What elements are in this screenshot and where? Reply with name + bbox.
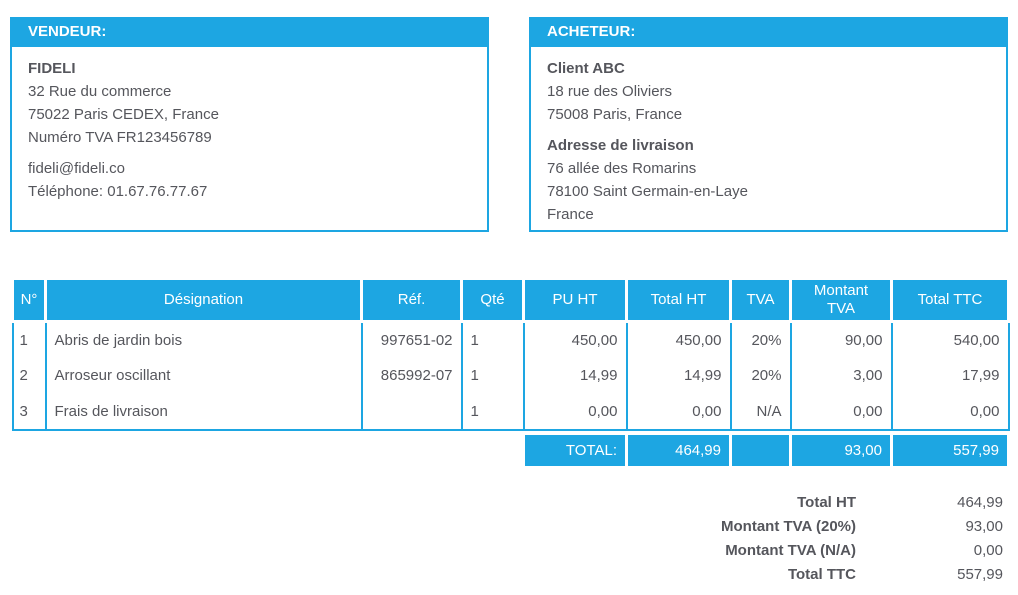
total-ht-value: 464,99 [625, 432, 732, 469]
summary-value: 93,00 [965, 518, 1003, 535]
col-header-total-ttc: Total TTC [890, 277, 1010, 323]
cell-total-ttc: 0,00 [890, 393, 1010, 431]
cell-montant-tva: 90,00 [789, 321, 893, 358]
buyer-address-line: 75008 Paris, France [547, 106, 683, 123]
vendor-details: FIDELI 32 Rue du commerce 75022 Paris CE… [12, 47, 487, 203]
table-header-row: N° Désignation Réf. Qté PU HT Total HT T… [11, 277, 1010, 323]
table-total-row: TOTAL: 464,99 93,00 557,99 [12, 432, 1010, 469]
summary-value: 464,99 [957, 494, 1003, 511]
totals-summary: Total HT 464,99 Montant TVA (20%) 93,00 … [0, 491, 1018, 587]
summary-line-total-ttc: Total TTC 557,99 [0, 563, 1003, 587]
cell-unit-price: 450,00 [522, 321, 628, 358]
cell-total-ht: 14,99 [625, 357, 732, 394]
vendor-box: VENDEUR: FIDELI 32 Rue du commerce 75022… [10, 17, 489, 232]
buyer-address-block: Client ABC 18 rue des Oliviers 75008 Par… [547, 57, 990, 126]
cell-quantity: 1 [460, 321, 525, 358]
vendor-address-line: 32 Rue du commerce [28, 83, 172, 100]
summary-line-total-ht: Total HT 464,99 [0, 491, 1003, 515]
cell-montant-tva: 3,00 [789, 357, 893, 394]
table-row: 2 Arroseur oscillant 865992-07 1 14,99 1… [11, 357, 1010, 394]
col-header-designation: Désignation [44, 277, 363, 323]
col-header-quantity: Qté [460, 277, 525, 323]
cell-number: 2 [11, 357, 47, 394]
col-header-tva: TVA [729, 277, 792, 323]
cell-unit-price: 14,99 [522, 357, 628, 394]
invoice-items-table: N° Désignation Réf. Qté PU HT Total HT T… [11, 277, 1010, 469]
summary-label: Total HT [797, 494, 856, 511]
summary-value: 557,99 [957, 566, 1003, 583]
cell-tva: 20% [729, 357, 792, 394]
cell-total-ht: 450,00 [625, 321, 732, 358]
delivery-address-block: Adresse de livraison 76 allée des Romari… [547, 134, 990, 226]
vendor-header: VENDEUR: [10, 17, 489, 47]
total-ttc-value: 557,99 [890, 432, 1010, 469]
total-blank-cell [12, 433, 524, 468]
vendor-vat-number: Numéro TVA FR123456789 [28, 129, 212, 146]
parties-section: VENDEUR: FIDELI 32 Rue du commerce 75022… [0, 0, 1018, 232]
col-header-number: N° [11, 277, 47, 323]
summary-value: 0,00 [973, 542, 1003, 559]
summary-label: Montant TVA (N/A) [725, 542, 856, 559]
cell-reference: 865992-07 [360, 357, 463, 394]
table-gap-row [12, 429, 1009, 434]
delivery-address-line: 78100 Saint Germain-en-Laye [547, 183, 748, 200]
col-header-montant-tva: Montant TVA [789, 277, 893, 323]
summary-line-montant-tva-na: Montant TVA (N/A) 0,00 [0, 539, 1003, 563]
cell-designation: Arroseur oscillant [44, 357, 363, 394]
cell-total-ttc: 540,00 [890, 321, 1010, 358]
cell-tva: 20% [729, 321, 792, 358]
vendor-address-line: 75022 Paris CEDEX, France [28, 106, 219, 123]
cell-total-ht: 0,00 [625, 393, 732, 431]
col-header-reference: Réf. [360, 277, 463, 323]
buyer-header: ACHETEUR: [529, 17, 1008, 47]
buyer-address-line: 18 rue des Oliviers [547, 83, 673, 100]
table-row: 3 Frais de livraison 1 0,00 0,00 N/A 0,0… [11, 393, 1010, 431]
cell-quantity: 1 [460, 393, 525, 431]
buyer-details: Client ABC 18 rue des Oliviers 75008 Par… [531, 47, 1006, 226]
cell-tva: N/A [729, 393, 792, 431]
buyer-box: ACHETEUR: Client ABC 18 rue des Oliviers… [529, 17, 1008, 232]
cell-total-ttc: 17,99 [890, 357, 1010, 394]
vendor-name: FIDELI [28, 60, 76, 77]
vendor-phone: Téléphone: 01.67.76.77.67 [28, 183, 208, 200]
vendor-contact-block: fideli@fideli.co Téléphone: 01.67.76.77.… [28, 157, 471, 203]
delivery-address-title: Adresse de livraison [547, 137, 694, 154]
cell-quantity: 1 [460, 357, 525, 394]
total-tva-empty-cell [729, 432, 792, 469]
cell-number: 1 [11, 321, 47, 358]
total-montant-tva-value: 93,00 [789, 432, 893, 469]
cell-designation: Abris de jardin bois [44, 321, 363, 358]
cell-number: 3 [11, 393, 47, 431]
summary-line-montant-tva-20: Montant TVA (20%) 93,00 [0, 515, 1003, 539]
cell-reference: 997651-02 [360, 321, 463, 358]
cell-reference [360, 393, 463, 431]
cell-unit-price: 0,00 [522, 393, 628, 431]
col-header-total-ht: Total HT [625, 277, 732, 323]
delivery-address-line: France [547, 206, 594, 223]
col-header-unit-price: PU HT [522, 277, 628, 323]
table-row: 1 Abris de jardin bois 997651-02 1 450,0… [11, 321, 1010, 358]
buyer-name: Client ABC [547, 60, 625, 77]
vendor-email: fideli@fideli.co [28, 160, 125, 177]
gap-cell [12, 429, 1009, 434]
total-label: TOTAL: [522, 432, 628, 469]
cell-montant-tva: 0,00 [789, 393, 893, 431]
summary-label: Total TTC [787, 566, 856, 583]
vendor-address-block: FIDELI 32 Rue du commerce 75022 Paris CE… [28, 57, 471, 149]
summary-label: Montant TVA (20%) [721, 518, 856, 535]
delivery-address-line: 76 allée des Romarins [547, 160, 697, 177]
cell-designation: Frais de livraison [44, 393, 363, 431]
